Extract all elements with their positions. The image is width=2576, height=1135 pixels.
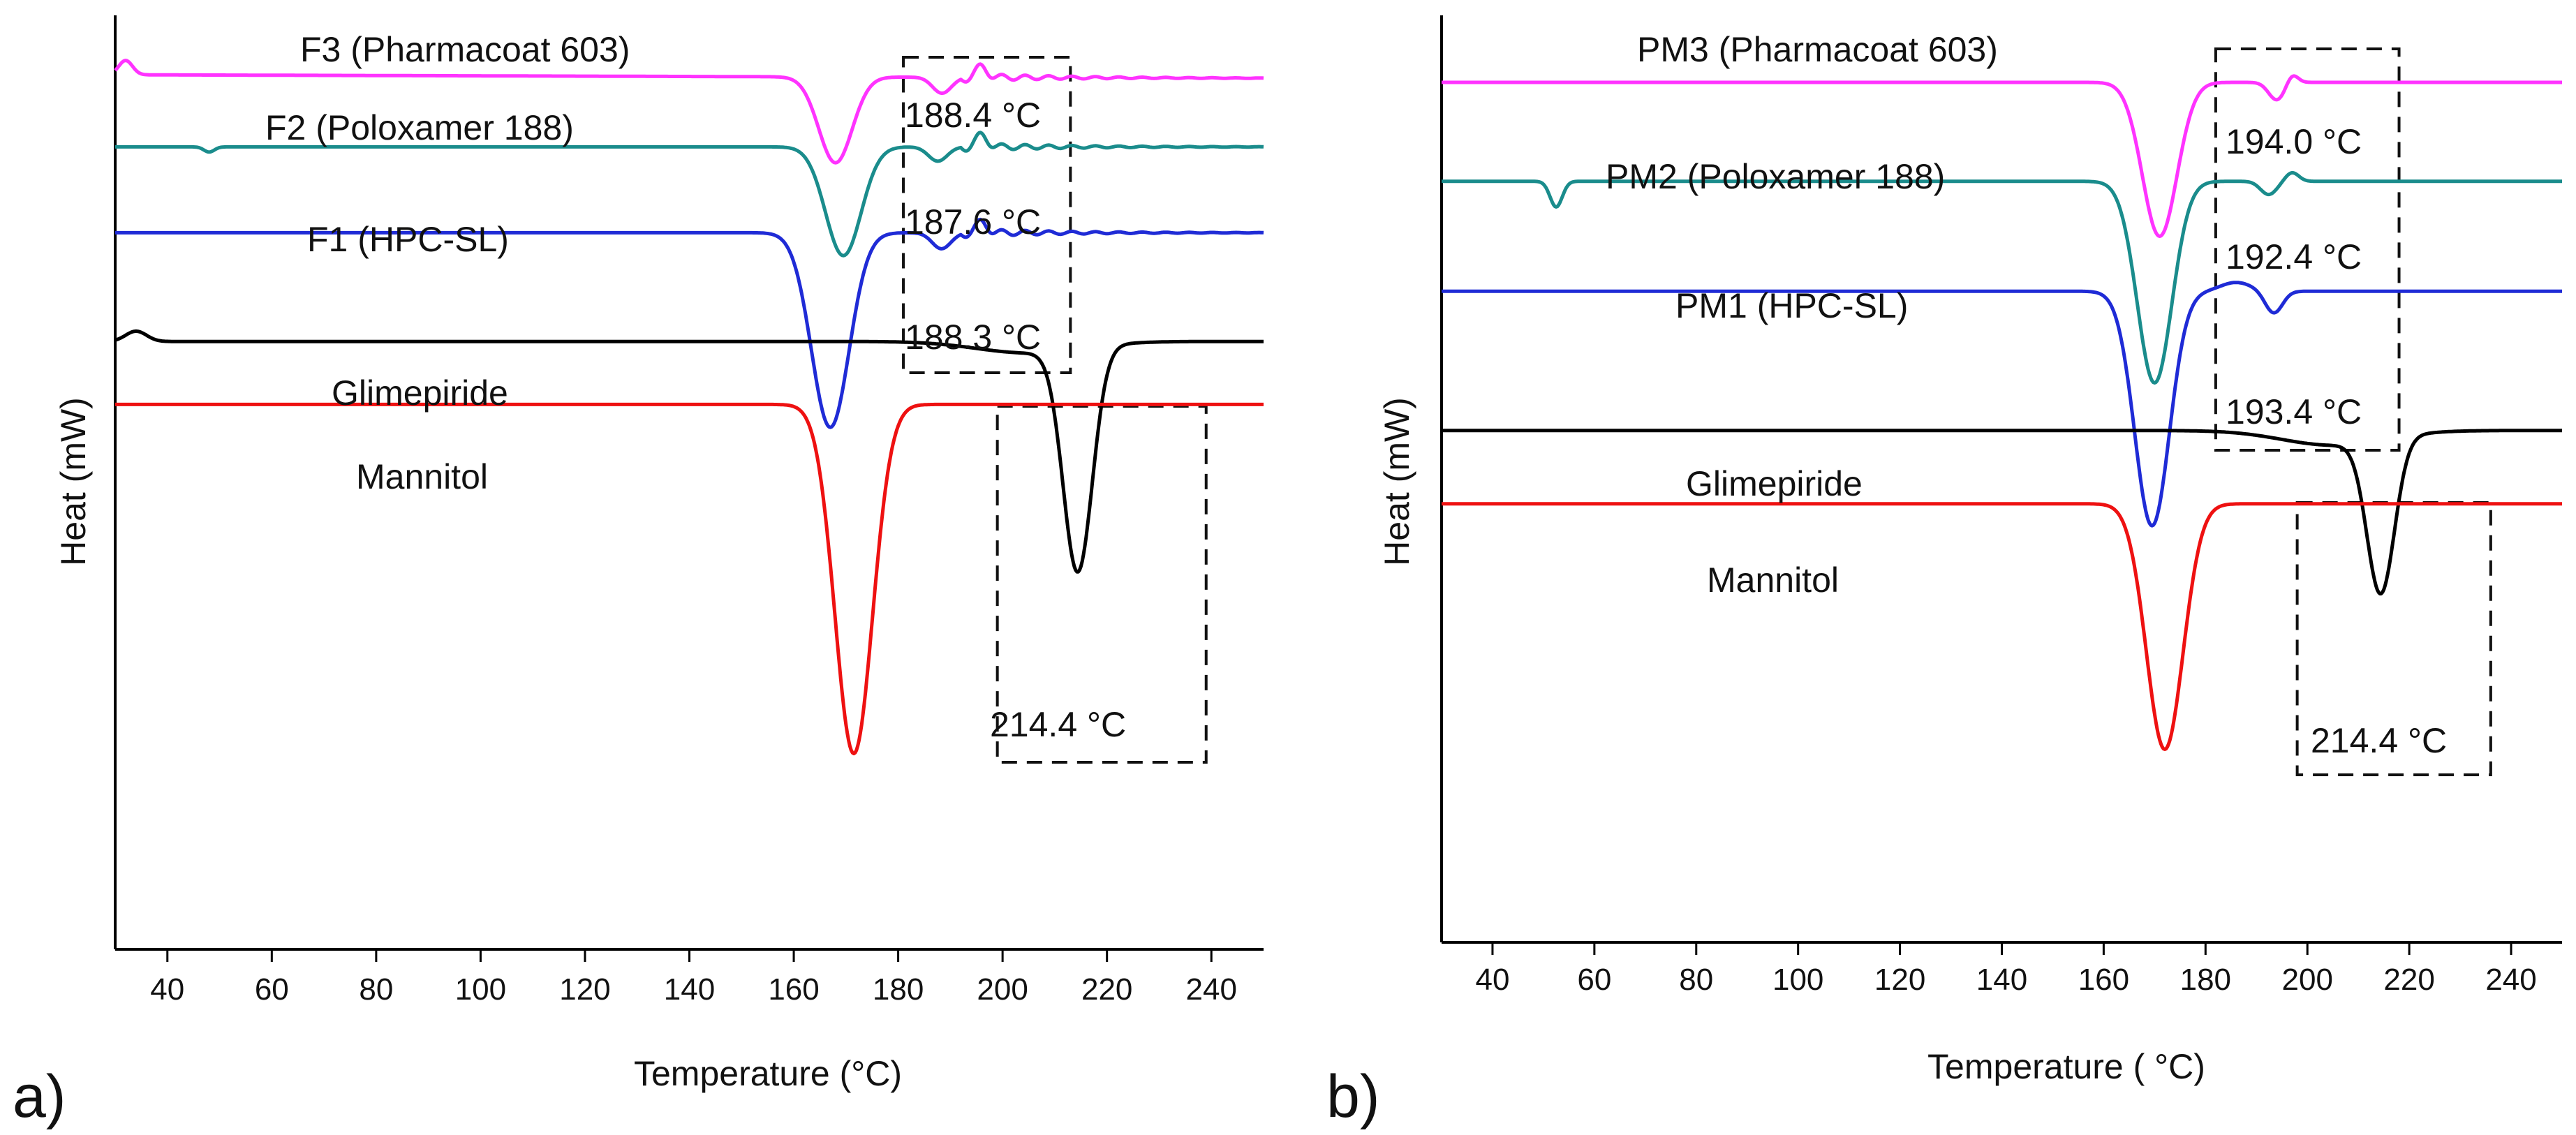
annotation-a-0: 188.4 °C <box>905 96 1041 135</box>
series-label-mannitol-b: Mannitol <box>1707 561 1839 600</box>
curves-b <box>1441 74 2563 751</box>
x-tick-label: 100 <box>455 972 506 1007</box>
x-tick-label: 140 <box>1976 963 2027 997</box>
series-line <box>1441 171 2563 385</box>
x-tick-label: 60 <box>255 972 289 1007</box>
highlight-box <box>2214 47 2401 452</box>
series-label-f2: F2 (Poloxamer 188) <box>265 108 574 147</box>
series-line <box>1441 502 2563 751</box>
annotation-a-3: 214.4 °C <box>990 705 1126 744</box>
series-line <box>114 131 1264 258</box>
x-tick-label: 40 <box>1475 963 1509 997</box>
annotation-b-3: 214.4 °C <box>2311 721 2447 760</box>
annotation-a-2: 188.3 °C <box>905 318 1041 357</box>
series-line <box>114 59 1264 165</box>
curves-a <box>114 59 1264 756</box>
annotation-b-1: 192.4 °C <box>2226 237 2362 276</box>
x-tick-label: 200 <box>2282 963 2333 997</box>
series-line <box>114 217 1264 429</box>
x-tick-label: 240 <box>2485 963 2536 997</box>
x-tick-label: 140 <box>664 972 715 1007</box>
series-label-pm2: PM2 (Poloxamer 188) <box>1606 157 1945 196</box>
x-ticks-a: 40 60 80 100 120 140 160 180 200 220 240 <box>150 949 1237 1007</box>
y-axis-title-b: Heat (mW) <box>1377 397 1416 566</box>
x-tick-label: 100 <box>1772 963 1823 997</box>
series-label-pm3: PM3 (Pharmacoat 603) <box>1637 30 1998 69</box>
series-label-pm1: PM1 (HPC-SL) <box>1675 286 1908 325</box>
annotation-b-2: 193.4 °C <box>2226 392 2362 431</box>
series-line <box>114 329 1264 574</box>
x-tick-label: 160 <box>2078 963 2129 997</box>
x-tick-label: 60 <box>1577 963 1611 997</box>
x-tick-label: 180 <box>873 972 924 1007</box>
highlight-boxes-b <box>2214 47 2492 776</box>
x-ticks-b: 40 60 80 100 120 140 160 180 200 220 240 <box>1475 942 2537 997</box>
highlight-box <box>2295 501 2492 776</box>
x-axis-title-a: Temperature (°C) <box>634 1054 902 1093</box>
series-label-f1: F1 (HPC-SL) <box>307 220 509 259</box>
highlight-box <box>902 56 1072 374</box>
x-tick-label: 80 <box>359 972 393 1007</box>
x-tick-label: 180 <box>2180 963 2231 997</box>
x-tick-label: 220 <box>2383 963 2434 997</box>
y-axis-title-a: Heat (mW) <box>54 397 93 566</box>
x-tick-label: 220 <box>1081 972 1132 1007</box>
series-label-mannitol-a: Mannitol <box>356 457 488 496</box>
series-label-f3: F3 (Pharmacoat 603) <box>300 30 630 69</box>
x-tick-label: 160 <box>768 972 819 1007</box>
x-tick-label: 40 <box>150 972 184 1007</box>
annotation-a-1: 187.6 °C <box>905 202 1041 242</box>
x-axis-title-b: Temperature ( °C) <box>1927 1047 2205 1086</box>
panel-label-a: a) <box>13 1063 66 1130</box>
x-tick-label: 120 <box>559 972 610 1007</box>
series-label-glimepiride-a: Glimepiride <box>332 373 508 413</box>
panel-a: 40 60 80 100 120 140 160 180 200 220 240 F3 (Pharm… <box>13 15 1264 1130</box>
panel-b: 40 60 80 100 120 140 160 180 200 220 240 PM3 (Phar… <box>1326 15 2563 1130</box>
panel-label-b: b) <box>1326 1063 1379 1130</box>
series-line <box>1441 429 2563 596</box>
x-tick-label: 240 <box>1186 972 1237 1007</box>
x-tick-label: 80 <box>1679 963 1713 997</box>
x-tick-label: 200 <box>977 972 1028 1007</box>
series-label-glimepiride-b: Glimepiride <box>1686 464 1863 503</box>
series-line <box>114 402 1264 756</box>
x-tick-label: 120 <box>1874 963 1925 997</box>
annotation-b-0: 194.0 °C <box>2226 122 2362 161</box>
series-line <box>1441 281 2563 528</box>
series-line <box>1441 74 2563 238</box>
